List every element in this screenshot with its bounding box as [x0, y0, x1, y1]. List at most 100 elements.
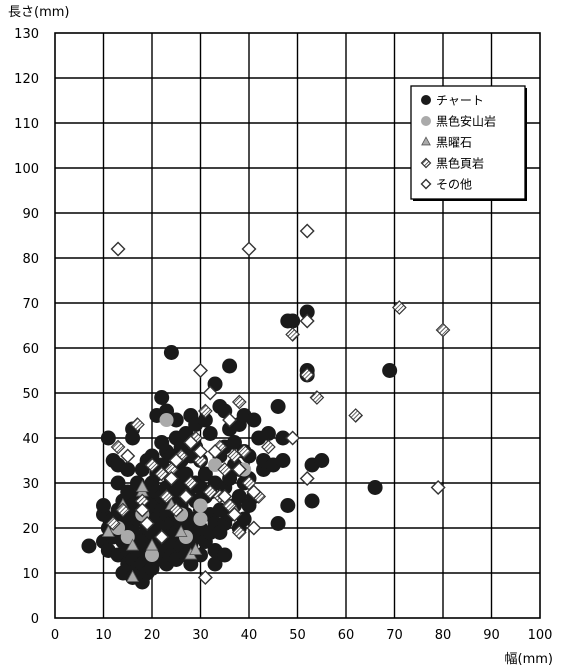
y-tick-label: 90: [22, 207, 39, 222]
y-axis-title: 長さ(mm): [8, 5, 69, 20]
data-point: [270, 516, 286, 531]
data-point: [304, 493, 320, 509]
data-point: [348, 408, 364, 423]
legend-label: 黒曜石: [436, 136, 472, 150]
data-point: [299, 223, 315, 239]
data-point: [222, 412, 238, 428]
legend-marker: [421, 116, 431, 126]
data-point: [202, 426, 218, 441]
data-point: [226, 435, 242, 450]
data-point: [435, 322, 451, 338]
data-point: [193, 444, 208, 459]
data-point: [174, 525, 188, 537]
data-point: [105, 516, 121, 531]
y-tick-label: 20: [22, 522, 39, 537]
data-point: [139, 516, 155, 531]
data-marks: [81, 223, 451, 590]
data-point: [178, 489, 194, 504]
data-point: [275, 430, 291, 446]
data-point: [126, 538, 140, 551]
data-point: [246, 520, 262, 536]
data-point: [135, 480, 149, 492]
y-tick-label: 30: [22, 477, 39, 492]
legend-marker: [420, 178, 432, 190]
x-tick-label: 10: [95, 628, 112, 643]
legend-marker: [420, 157, 432, 169]
y-tick-label: 130: [14, 27, 39, 42]
data-point: [260, 426, 276, 441]
legend-label: その他: [436, 178, 472, 192]
x-tick-label: 40: [241, 628, 258, 643]
data-point: [430, 480, 446, 495]
data-point: [163, 345, 179, 360]
data-point: [154, 466, 170, 482]
data-point: [392, 300, 407, 315]
data-point: [163, 471, 179, 486]
legend-marker: [421, 136, 431, 146]
data-point: [159, 489, 174, 504]
x-tick-label: 20: [144, 628, 161, 643]
data-point: [222, 358, 238, 374]
data-point: [280, 498, 296, 513]
data-point: [231, 489, 247, 504]
data-point: [246, 484, 262, 500]
data-point: [275, 453, 291, 468]
x-tick-label: 70: [386, 628, 403, 643]
data-point: [227, 448, 242, 464]
x-tick-label: 60: [338, 628, 355, 643]
data-point: [197, 466, 213, 482]
data-point: [299, 471, 315, 486]
data-point: [285, 327, 300, 342]
data-point: [299, 304, 315, 320]
data-point: [101, 525, 115, 537]
data-point: [168, 502, 184, 518]
data-point: [231, 462, 247, 477]
data-point: [198, 403, 213, 419]
data-point: [130, 417, 145, 432]
data-point: [120, 484, 136, 500]
data-point: [96, 498, 111, 513]
data-point: [202, 484, 218, 500]
data-point: [299, 367, 315, 383]
data-point: [193, 512, 208, 526]
data-point: [110, 241, 126, 257]
data-point: [193, 363, 208, 378]
data-point: [168, 453, 184, 468]
x-tick-label: 0: [51, 628, 59, 643]
data-point: [110, 475, 126, 491]
data-point: [120, 530, 135, 544]
legend-label: 黒色頁岩: [436, 156, 484, 171]
data-point: [217, 462, 233, 477]
x-tick-label: 90: [483, 628, 500, 643]
data-point: [168, 412, 184, 428]
plot-frame: [54, 32, 541, 619]
data-point: [226, 507, 242, 522]
data-point: [241, 241, 257, 257]
x-axis-title: 幅(mm): [505, 652, 553, 667]
x-tick-label: 50: [289, 628, 306, 643]
tick-labels: 0 10 20 30 40 50 60 70 80 90 100 0 10 20 30 40 50 60 70 80 9…: [14, 27, 552, 643]
data-point: [367, 480, 383, 495]
data-point: [197, 412, 213, 428]
data-point: [154, 390, 170, 405]
x-tick-label: 30: [192, 628, 209, 643]
data-point: [193, 453, 208, 468]
y-tick-label: 40: [22, 432, 39, 447]
data-point: [197, 570, 213, 585]
data-point: [159, 413, 174, 427]
data-point: [110, 439, 126, 455]
data-point: [144, 457, 160, 473]
data-point: [270, 399, 286, 414]
y-tick-label: 50: [22, 387, 39, 402]
x-tick-label: 100: [528, 628, 553, 643]
data-point: [217, 489, 233, 504]
data-point: [207, 444, 223, 459]
data-point: [120, 448, 136, 464]
data-point: [246, 412, 262, 428]
data-point: [202, 385, 218, 401]
y-tick-label: 10: [22, 567, 39, 582]
series-5: [110, 223, 446, 585]
